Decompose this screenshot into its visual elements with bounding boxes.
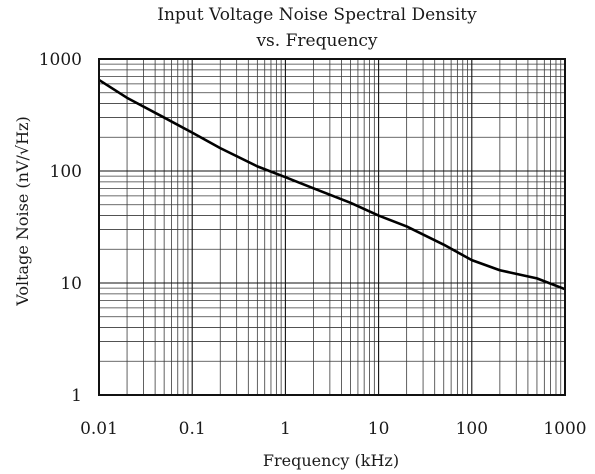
y-tick-labels: 1 10 100 1000: [39, 50, 82, 406]
x-tick-label: 100: [456, 419, 488, 439]
y-tick-label: 100: [50, 162, 82, 182]
x-tick-label: 1: [280, 419, 291, 439]
major-grid: [98, 58, 566, 396]
chart-title: Input Voltage Noise Spectral Density: [157, 5, 477, 25]
y-tick-label: 1000: [39, 50, 82, 70]
x-tick-labels: 0.01 0.1 1 10 100 1000: [80, 419, 587, 439]
series-line: [98, 78, 566, 291]
y-axis-label: Voltage Noise (nV/√Hz): [13, 116, 32, 306]
y-tick-label: 10: [60, 274, 82, 294]
minor-grid: [99, 59, 565, 395]
x-axis-label: Frequency (kHz): [263, 451, 399, 470]
x-tick-label: 0.01: [80, 419, 118, 439]
plot-frame: [98, 58, 566, 396]
x-tick-label: 1000: [543, 419, 586, 439]
x-tick-label: 10: [368, 419, 390, 439]
chart-subtitle: vs. Frequency: [255, 31, 377, 51]
series-layer: [98, 78, 566, 291]
x-tick-label: 0.1: [179, 419, 206, 439]
y-tick-label: 1: [71, 386, 82, 406]
